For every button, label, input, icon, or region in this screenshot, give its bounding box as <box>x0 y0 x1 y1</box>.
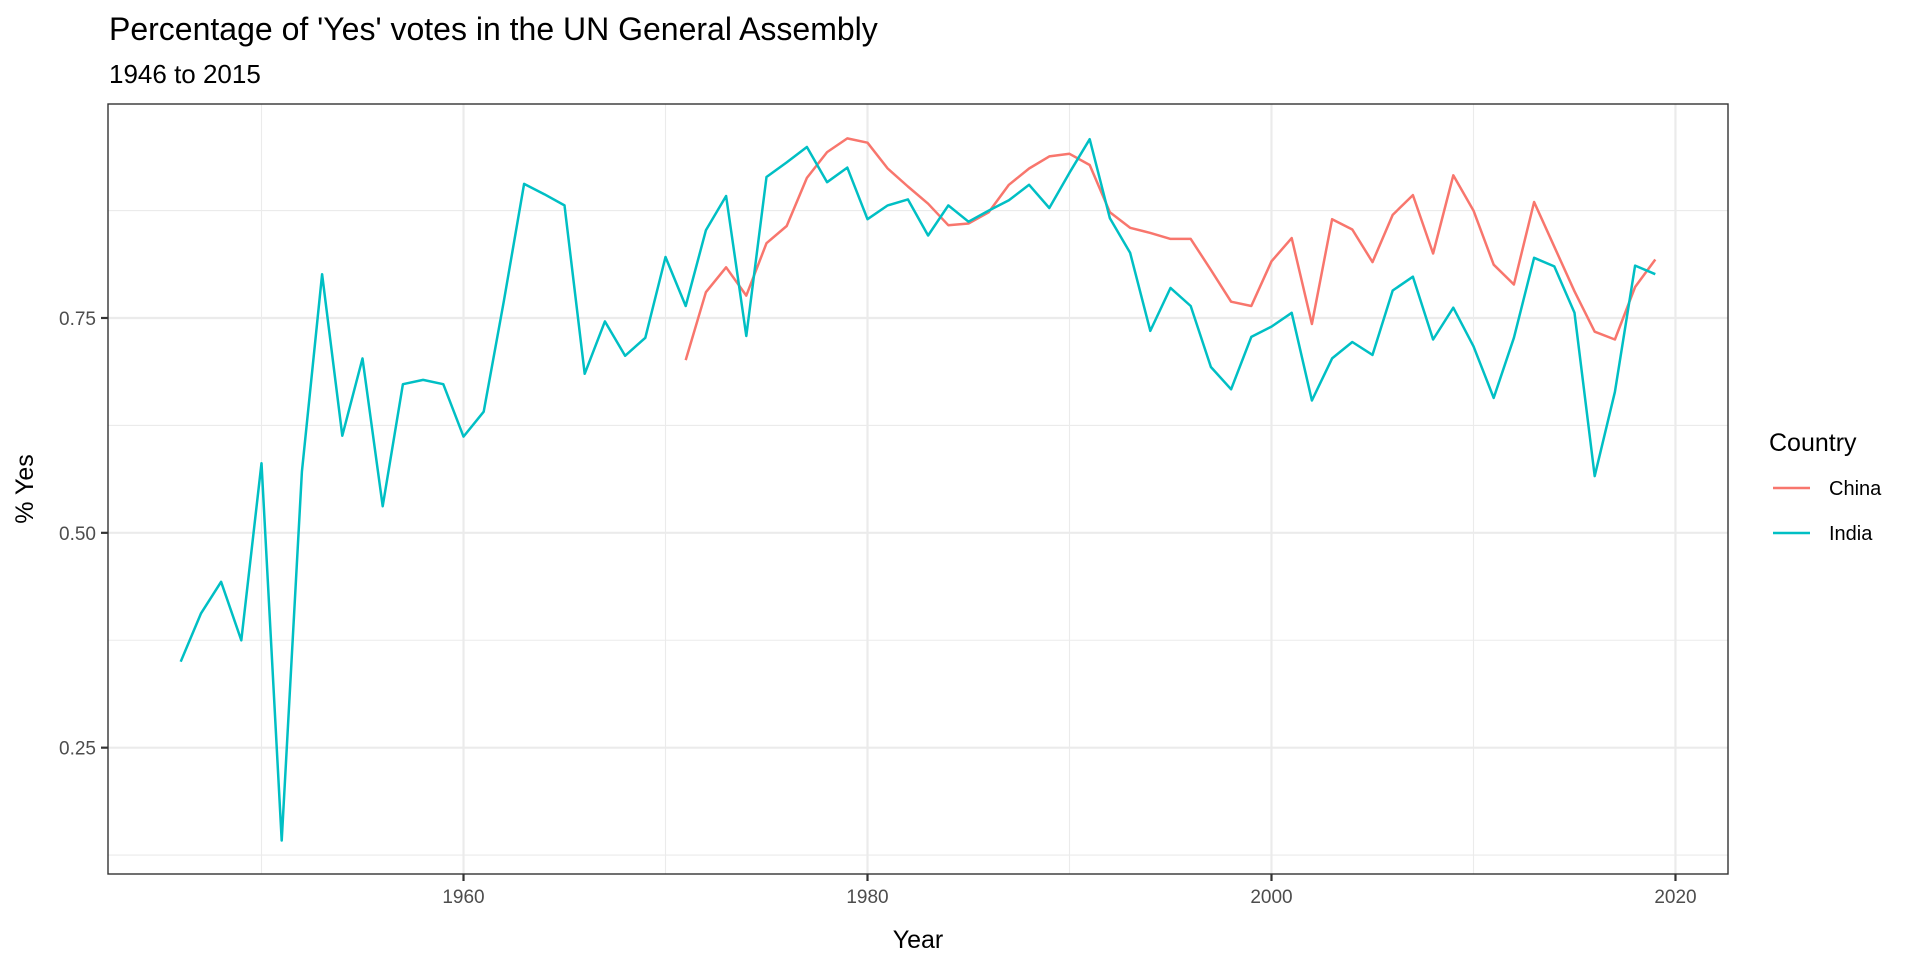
x-tick-label: 1960 <box>442 887 484 908</box>
y-tick-label: 0.50 <box>59 524 96 545</box>
legend-title: Country <box>1769 429 1857 457</box>
y-tick-label: 0.75 <box>59 309 96 330</box>
x-tick-label: 1980 <box>846 887 888 908</box>
series-line-china <box>684 137 1657 361</box>
x-tick-label: 2020 <box>1654 887 1696 908</box>
x-axis-title: Year <box>893 926 944 954</box>
y-axis: 0.25 0.50 0.75 <box>59 309 108 760</box>
x-tick-label: 2000 <box>1250 887 1292 908</box>
y-axis-title: % Yes <box>11 454 39 524</box>
chart-subtitle: 1946 to 2015 <box>109 59 261 89</box>
series-layer <box>179 137 1657 842</box>
series-line-india <box>179 137 1656 842</box>
legend: Country China India <box>1769 429 1882 545</box>
x-axis: 1960 1980 2000 2020 <box>442 874 1697 908</box>
minor-gridlines <box>108 104 1728 874</box>
chart-title: Percentage of 'Yes' votes in the UN Gene… <box>109 11 878 47</box>
y-tick-label: 0.25 <box>59 739 96 760</box>
plot-panel-border <box>107 103 1729 875</box>
legend-label-india: India <box>1829 523 1873 545</box>
legend-label-china: China <box>1829 478 1882 500</box>
